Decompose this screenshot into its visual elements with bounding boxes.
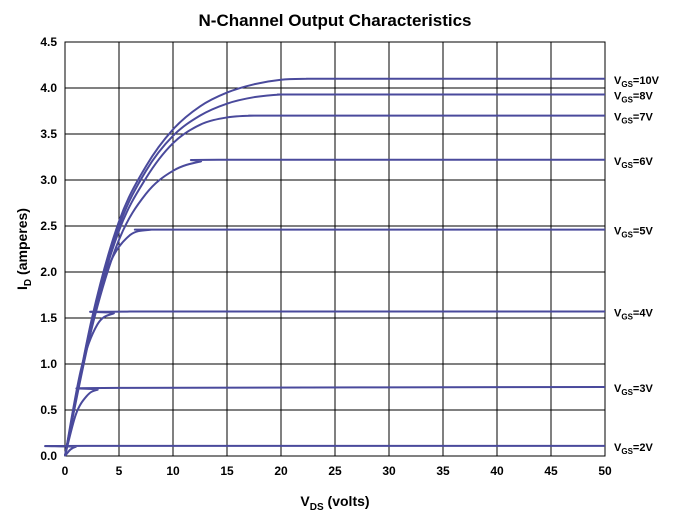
series-label-main: V [614, 112, 622, 124]
x-tick-label: 35 [436, 464, 450, 478]
series-labels: VGS=10VVGS=8VVGS=7VVGS=6VVGS=5VVGS=4VVGS… [614, 75, 660, 456]
plot-area [44, 41, 606, 457]
x-tick-label: 40 [490, 464, 504, 478]
series-label-sub: GS [621, 231, 633, 240]
x-axis-label-suffix: (volts) [324, 493, 370, 509]
x-axis-label: VDS (volts) [300, 493, 369, 513]
y-axis-label-sub: D [23, 279, 34, 286]
x-tick-label: 10 [166, 464, 180, 478]
series-line [64, 228, 605, 457]
chart-title: N-Channel Output Characteristics [199, 11, 472, 30]
y-tick-label: 4.5 [40, 35, 57, 49]
series-label-main: V [614, 226, 622, 238]
y-tick-label: 1.5 [40, 311, 57, 325]
series-label-main: V [614, 383, 622, 395]
y-axis-label: ID (amperes) [14, 208, 34, 290]
series-line [44, 444, 605, 457]
series-label-suffix: =10V [633, 75, 660, 87]
series-label: VGS=8V [614, 90, 653, 104]
series-label: VGS=7V [614, 112, 653, 126]
series-label-sub: GS [621, 80, 633, 89]
x-tick-label: 15 [220, 464, 234, 478]
series-label-sub: GS [621, 161, 633, 170]
y-tick-label: 2.5 [40, 219, 57, 233]
y-tick-label: 2.0 [40, 265, 57, 279]
series-label: VGS=3V [614, 383, 653, 397]
series-label-sub: GS [621, 95, 633, 104]
series-label-suffix: =5V [633, 226, 654, 238]
series-line [64, 386, 606, 457]
series-label-suffix: =3V [633, 383, 654, 395]
series-label-main: V [614, 442, 622, 454]
series-label: VGS=10V [614, 75, 660, 89]
series-label-main: V [614, 308, 622, 320]
series-label: VGS=6V [614, 156, 653, 170]
series-label-suffix: =6V [633, 156, 654, 168]
y-tick-label: 3.5 [40, 127, 57, 141]
series-label-suffix: =8V [633, 90, 654, 102]
series-line [64, 77, 605, 457]
series-label-sub: GS [621, 313, 633, 322]
y-tick-label: 3.0 [40, 173, 57, 187]
series-line [64, 158, 605, 457]
series-label-sub: GS [621, 447, 633, 456]
x-tick-label: 45 [544, 464, 558, 478]
y-axis-label-main: I [14, 286, 30, 290]
series-lines [44, 77, 606, 457]
series-line [64, 310, 605, 457]
y-tick-label: 1.0 [40, 357, 57, 371]
series-label: VGS=4V [614, 308, 653, 322]
x-tick-label: 50 [598, 464, 612, 478]
y-axis-label-suffix: (amperes) [14, 208, 30, 279]
x-tick-label: 20 [274, 464, 288, 478]
x-tick-label: 0 [62, 464, 69, 478]
series-label-sub: GS [621, 388, 633, 397]
x-tick-label: 5 [116, 464, 123, 478]
x-axis-label-sub: DS [310, 502, 324, 513]
y-axis-ticks: 0.0 0.5 1.0 1.5 2.0 2.5 3.0 3.5 4.0 4.5 [40, 35, 57, 463]
series-label-main: V [614, 75, 622, 87]
series-label: VGS=2V [614, 442, 653, 456]
series-label-suffix: =7V [633, 112, 654, 124]
series-label-main: V [614, 90, 622, 102]
y-tick-label: 0.5 [40, 403, 57, 417]
x-axis-ticks: 0 5 10 15 20 25 30 35 40 45 50 [62, 464, 612, 478]
y-tick-label: 4.0 [40, 81, 57, 95]
series-label-sub: GS [621, 117, 633, 126]
y-tick-label: 0.0 [40, 449, 57, 463]
series-label-suffix: =2V [633, 442, 654, 454]
x-tick-label: 25 [328, 464, 342, 478]
series-label-main: V [614, 156, 622, 168]
x-tick-label: 30 [382, 464, 396, 478]
series-label: VGS=5V [614, 226, 653, 240]
x-axis-label-main: V [300, 493, 310, 509]
series-line [64, 93, 605, 457]
series-label-suffix: =4V [633, 308, 654, 320]
